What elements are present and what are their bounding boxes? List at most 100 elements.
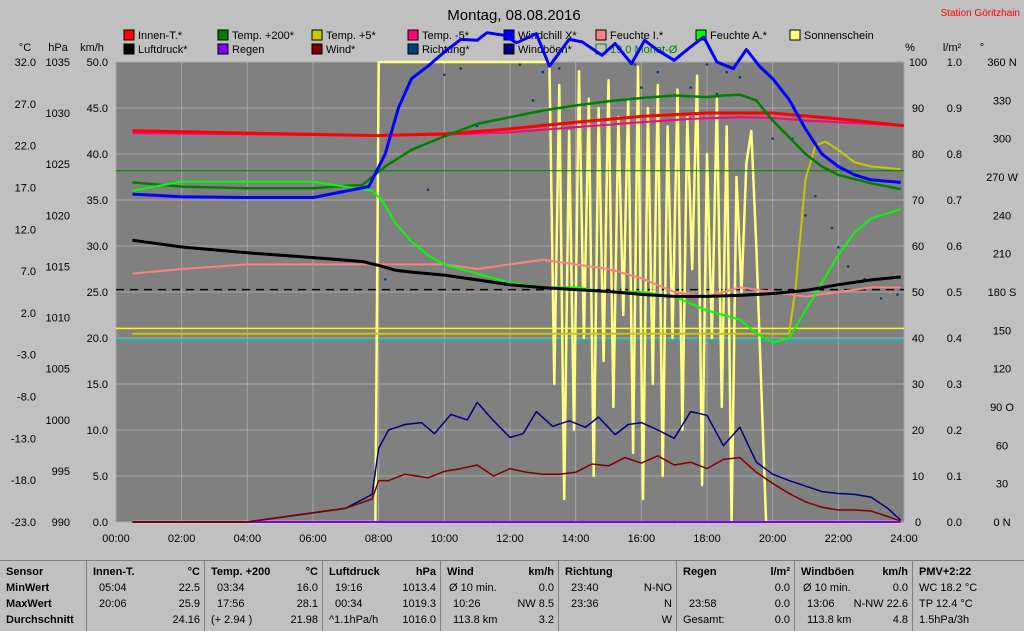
- tick-label-pressure_hpa: 990: [52, 517, 70, 529]
- hdr-regen: Regen: [683, 566, 717, 578]
- direction-point: [830, 226, 834, 230]
- direction-point: [459, 67, 463, 70]
- legend-label: Temp. +5*: [326, 30, 377, 42]
- regen-total-label: Gesamt:: [683, 614, 725, 626]
- tick-label-rain_lm2: 0.4: [947, 333, 962, 345]
- tick-label-direction: 90 O: [990, 402, 1014, 414]
- hdr-temp: Temp. +200: [211, 566, 271, 578]
- temp-min-time: 03:34: [217, 582, 245, 594]
- series-line: [132, 93, 901, 191]
- direction-point: [656, 70, 660, 74]
- hdr-innen: Innen-T.: [93, 566, 135, 578]
- hdr-druck: Luftdruck: [329, 566, 380, 578]
- hdr-richtung: Richtung: [565, 566, 613, 578]
- direction-point: [443, 73, 446, 77]
- direction-point: [426, 188, 430, 192]
- tick-label-direction: 60: [996, 440, 1008, 452]
- direction-point: [633, 63, 637, 66]
- legend-label: Temp. +200*: [232, 30, 295, 42]
- innen-avg-val: 24.16: [172, 614, 200, 626]
- tick-label-wind_kmh: 0.0: [93, 517, 108, 529]
- tick-label-rain_lm2: 0.6: [947, 241, 962, 253]
- tick-label-direction: 270 W: [986, 172, 1018, 184]
- tick-label-pressure_hpa: 995: [52, 466, 70, 478]
- boeen-max-val: N-NW 22.6: [853, 598, 908, 610]
- druck-max-time: 00:34: [335, 598, 363, 610]
- pmv-pressure-trend: 1.5hPa/3h: [919, 614, 970, 626]
- wind-distance: 113.8 km: [453, 614, 498, 626]
- series-lines: [116, 31, 905, 524]
- richtung-max-val: N: [664, 598, 672, 610]
- tick-label-temp_c: -18.0: [11, 475, 36, 487]
- regen-max-val: 0.0: [774, 598, 790, 610]
- druck-avg-val: 1016.0: [402, 614, 436, 626]
- direction-point: [557, 67, 561, 70]
- series-line: [132, 238, 901, 298]
- tick-labels: 32.0 27.0 22.0 17.0 12.0 7.0 2.0 -3.0 -8.0 -13.0 -…: [11, 57, 1019, 545]
- direction-point: [640, 86, 643, 89]
- humidity-axis-unit: %: [905, 42, 915, 54]
- wind-avg-val: 3.2: [538, 614, 554, 626]
- tick-label-pressure_hpa: 1000: [46, 415, 70, 427]
- series-line: [132, 111, 905, 138]
- col-richtung: Richtung 23:40 N-NO 23:36 N W: [559, 561, 677, 631]
- innen-min-time: 05:04: [99, 582, 127, 594]
- boeen-min-label: Ø 10 min.: [803, 582, 851, 594]
- hdr-sensor: Sensor: [6, 566, 44, 578]
- wind-max-val: NW 8.5: [517, 598, 554, 610]
- x-tick-label: 16:00: [628, 533, 656, 545]
- direction-point: [725, 70, 728, 74]
- col-druck: Luftdruck hPa 19:16 1013.4 00:34 1019.3 …: [323, 561, 441, 631]
- x-tick-label: 10:00: [431, 533, 459, 545]
- tick-label-temp_c: 22.0: [15, 141, 36, 153]
- legend-label: Feuchte I.*: [610, 30, 664, 42]
- tick-label-rain_lm2: 0.1: [947, 471, 962, 483]
- x-tick-label: 20:00: [759, 533, 787, 545]
- legend-label: Temp. -5*: [422, 30, 470, 42]
- x-tick-label: 24:00: [890, 533, 918, 545]
- legend-label: Feuchte A.*: [710, 30, 768, 42]
- boeen-max-time: 13:06: [807, 598, 835, 610]
- legend-swatch: [311, 29, 323, 41]
- tick-label-humidity_pct: 70: [912, 195, 924, 207]
- tick-label-direction: 210: [993, 249, 1011, 261]
- tick-label-direction: 150: [993, 325, 1011, 337]
- tick-label-wind_kmh: 40.0: [87, 149, 108, 161]
- reference-lines: [116, 288, 904, 342]
- tick-label-wind_kmh: 10.0: [87, 425, 108, 437]
- druck-max-val: 1019.3: [402, 598, 436, 610]
- hdr-wind: Wind: [447, 566, 474, 578]
- direction-point: [541, 70, 545, 74]
- direction-point: [738, 76, 742, 79]
- tick-label-wind_kmh: 20.0: [87, 333, 108, 345]
- hdr-innen-unit: °C: [187, 566, 200, 578]
- tick-label-direction: 360 N: [987, 57, 1016, 69]
- tick-label-rain_lm2: 0.0: [947, 517, 962, 529]
- tick-label-humidity_pct: 10: [912, 471, 924, 483]
- wind-axis-unit: km/h: [80, 42, 104, 54]
- boeen-min-val: 0.0: [892, 582, 908, 594]
- tick-label-rain_lm2: 0.9: [947, 103, 962, 115]
- direction-point: [705, 63, 709, 66]
- x-tick-label: 12:00: [496, 533, 524, 545]
- direction-point: [804, 214, 807, 217]
- legend-label: Luftdruck*: [138, 44, 188, 56]
- tick-label-humidity_pct: 40: [912, 333, 924, 345]
- tick-label-pressure_hpa: 1010: [46, 313, 70, 325]
- temp-max-time: 17:56: [217, 598, 245, 610]
- legend-label: Sonnenschein: [804, 30, 874, 42]
- row-label-max: MaxWert: [6, 598, 52, 610]
- tick-label-pressure_hpa: 1005: [46, 364, 70, 376]
- tick-label-wind_kmh: 45.0: [87, 103, 108, 115]
- x-tick-label: 06:00: [299, 533, 327, 545]
- chart-legend: Innen-T.* Temp. +200* Temp. +5* Temp. -5* Wi…: [123, 29, 874, 56]
- legend-swatch: [123, 43, 135, 55]
- col-pmv: PMV+2:22 WC 18.2 °C TP 12.4 °C 1.5hPa/3h: [913, 561, 1024, 631]
- row-label-avg: Durchschnitt: [6, 614, 74, 626]
- series-line: [132, 258, 901, 298]
- tick-label-pressure_hpa: 1035: [46, 57, 70, 69]
- legend-label: Regen: [232, 44, 264, 56]
- regen-total-val: 0.0: [774, 614, 790, 626]
- series-line: [132, 401, 902, 523]
- tick-label-rain_lm2: 0.8: [947, 149, 962, 161]
